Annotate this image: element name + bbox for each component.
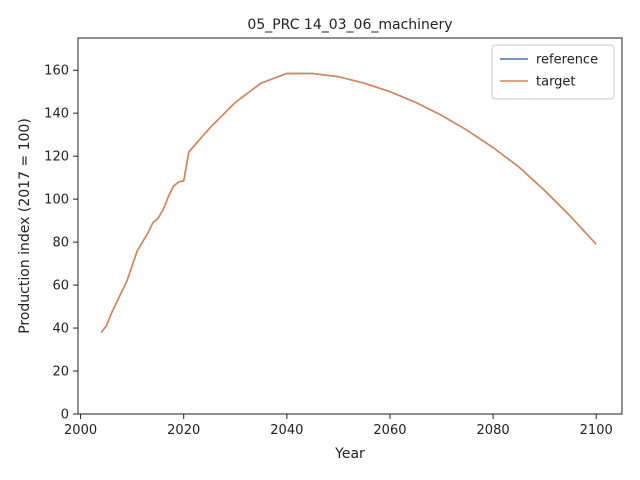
y-tick-label: 100 <box>44 193 69 208</box>
y-axis-ticks: 0 20 40 60 80 100 120 140 160 <box>44 64 78 423</box>
x-tick-label: 2100 <box>580 423 613 438</box>
y-tick-label: 140 <box>44 107 69 122</box>
x-axis-ticks: 2000 2020 2040 2060 2080 2100 <box>64 414 613 438</box>
series-line-target <box>100 72 597 333</box>
series-layer <box>100 72 597 333</box>
y-tick-label: 0 <box>61 408 69 423</box>
x-axis-label: Year <box>334 446 365 462</box>
legend-label-target: target <box>536 75 576 90</box>
y-tick-label: 20 <box>52 365 69 380</box>
x-tick-label: 2000 <box>64 423 97 438</box>
legend: reference target <box>491 44 615 100</box>
y-tick-label: 80 <box>52 236 69 251</box>
plot-frame <box>77 37 623 415</box>
x-tick-label: 2020 <box>167 423 200 438</box>
series-line-reference <box>100 72 597 333</box>
legend-label-reference: reference <box>536 53 598 68</box>
y-axis-label: Production index (2017 = 100) <box>17 118 33 334</box>
y-tick-label: 60 <box>52 279 69 294</box>
x-tick-label: 2080 <box>477 423 510 438</box>
plot-area <box>77 37 623 415</box>
x-tick-label: 2060 <box>373 423 406 438</box>
y-tick-label: 160 <box>44 64 69 79</box>
chart-title: 05_PRC 14_03_06_machinery <box>247 17 452 33</box>
y-tick-label: 40 <box>52 322 69 337</box>
x-tick-label: 2040 <box>270 423 303 438</box>
y-tick-label: 120 <box>44 150 69 165</box>
